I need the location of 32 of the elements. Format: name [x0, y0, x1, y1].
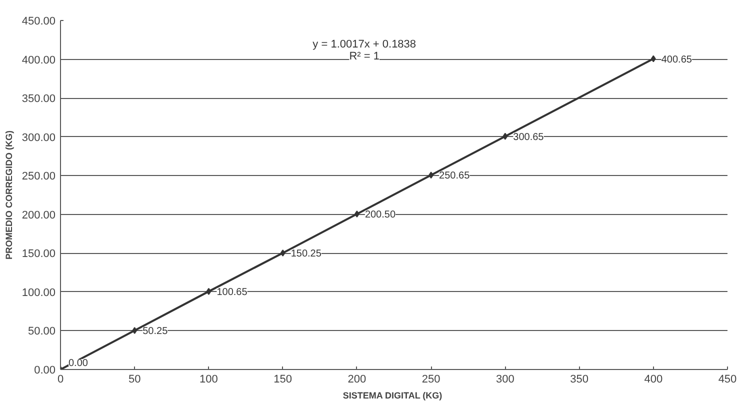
- y-tick-label: 150.00: [22, 248, 56, 260]
- data-label: 250.65: [439, 170, 470, 182]
- y-tick-label: 200.00: [22, 209, 56, 222]
- data-label: 100.65: [216, 286, 248, 298]
- data-label: 200.50: [364, 210, 396, 220]
- data-label: 400.65: [661, 54, 692, 66]
- data-label: 300.65: [513, 132, 544, 143]
- y-tick-label: 100.00: [22, 286, 56, 299]
- y-tick-label: 350.00: [22, 93, 56, 106]
- x-tick-label: 0: [57, 374, 64, 386]
- y-tick-label: 400.00: [22, 54, 56, 66]
- x-tick-label: 350: [570, 374, 588, 386]
- data-label: 150.25: [290, 248, 322, 260]
- y-tick-label: 0.00: [34, 364, 56, 376]
- data-label: 50.25: [142, 326, 168, 338]
- y-tick-label: 50.00: [28, 326, 56, 338]
- x-tick-label: 150: [274, 374, 292, 386]
- annotation: y = 1.0017x + 0.1838: [312, 38, 416, 50]
- x-tick-label: 400: [644, 374, 663, 386]
- y-axis-title: PROMEDIO CORREGIDO (KG): [4, 130, 14, 260]
- x-tick-label: 300: [496, 374, 514, 386]
- x-tick-label: 100: [200, 374, 218, 386]
- y-tick-label: 450.00: [22, 16, 56, 28]
- y-tick-label: 250.00: [22, 170, 56, 183]
- x-tick-label: 200: [348, 374, 366, 386]
- x-axis-title: SISTEMA DIGITAL (KG): [342, 390, 442, 400]
- x-tick-label: 250: [422, 374, 440, 386]
- data-label: 0.00: [68, 358, 88, 369]
- annotation: R² = 1: [349, 50, 380, 62]
- y-tick-label: 300.00: [22, 132, 56, 144]
- x-tick-label: 50: [128, 374, 141, 386]
- x-tick-label: 450: [718, 374, 737, 386]
